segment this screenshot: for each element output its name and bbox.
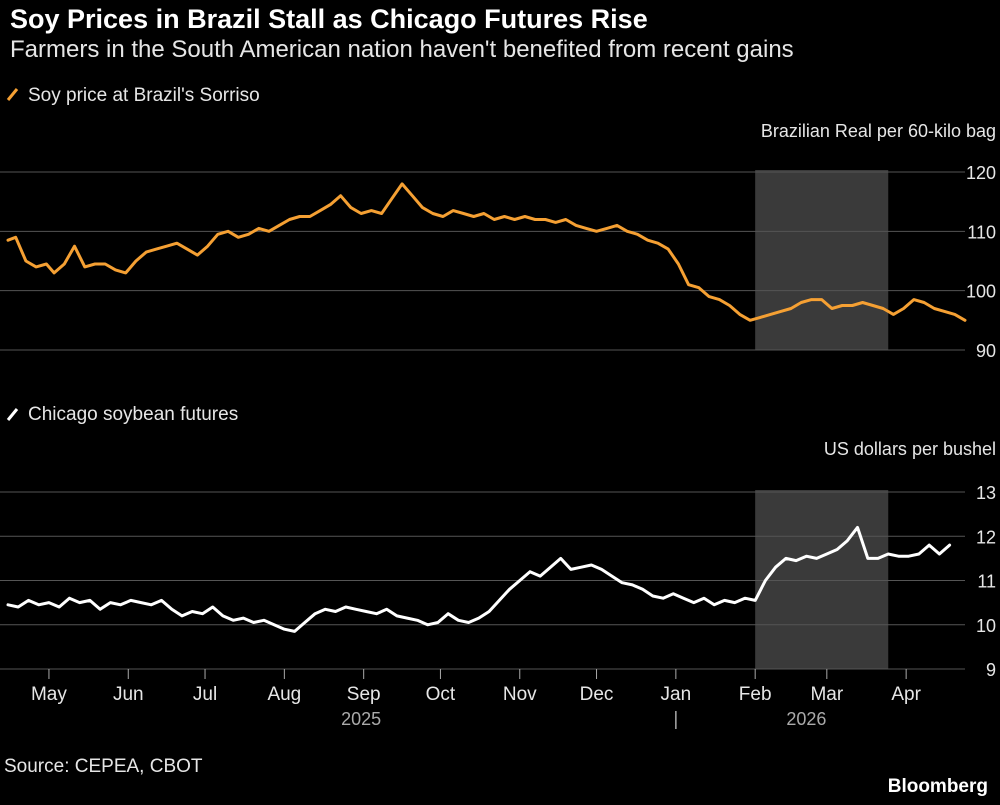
x-axis-layer: May Jun Jul Aug Sep Oct Nov Dec Jan Feb Mar Apr 2025… <box>31 669 922 729</box>
x-year-label-2026: 2026 <box>786 709 826 729</box>
x-tick-label-jun: Jun <box>113 684 144 705</box>
x-tick-label-jul: Jul <box>193 684 217 705</box>
y-tick-label-1-11: 11 <box>977 572 996 592</box>
highlight-band-0 <box>755 170 889 350</box>
x-tick-label-feb: Feb <box>739 684 772 705</box>
y-axis-label-bottom: US dollars per bushel <box>824 439 996 459</box>
y-tick-label-0-90: 90 <box>976 341 996 361</box>
x-tick-label-apr: Apr <box>891 684 921 705</box>
legend-label-soy-sorriso: Soy price at Brazil's Sorriso <box>28 85 260 106</box>
x-tick-label-aug: Aug <box>267 684 301 705</box>
y-tick-label-1-10: 10 <box>976 616 996 636</box>
grid-layer <box>0 171 965 670</box>
legend-bottom: Chicago soybean futures <box>6 404 238 425</box>
y-tick-label-0-110: 110 <box>967 222 996 242</box>
y-tick-label-1-13: 13 <box>976 483 996 503</box>
x-tick-label-may: May <box>31 684 67 705</box>
x-tick-label-mar: Mar <box>810 684 843 705</box>
x-tick-label-jan: Jan <box>661 684 692 705</box>
y-tick-label-0-100: 100 <box>966 282 996 302</box>
legend-swatch-chicago-futures <box>6 408 19 421</box>
y-tick-label-1-12: 12 <box>976 527 996 547</box>
legend-swatch-soy-sorriso <box>6 88 19 101</box>
series-layer <box>6 182 967 633</box>
series-line-1-0 <box>6 525 952 633</box>
x-tick-label-nov: Nov <box>503 684 537 705</box>
x-year-label-2025: 2025 <box>341 709 381 729</box>
legend-label-chicago-futures: Chicago soybean futures <box>28 404 238 425</box>
highlight-layer <box>755 170 889 669</box>
source-note: Source: CEPEA, CBOT <box>4 756 203 777</box>
x-tick-label-sep: Sep <box>347 684 381 705</box>
highlight-band-1 <box>755 490 889 669</box>
chart-subtitle: Farmers in the South American nation hav… <box>10 36 794 63</box>
y-tick-layer: 90 100 110 120 9 10 11 12 13 <box>966 163 996 680</box>
y-tick-label-0-120: 120 <box>966 163 996 183</box>
chart-title: Soy Prices in Brazil Stall as Chicago Fu… <box>10 4 648 34</box>
x-tick-label-dec: Dec <box>580 684 614 705</box>
bloomberg-logo: Bloomberg <box>887 776 988 797</box>
x-tick-label-oct: Oct <box>426 684 456 705</box>
legend-top: Soy price at Brazil's Sorriso <box>6 85 260 106</box>
series-line-0-0 <box>6 182 967 322</box>
y-tick-label-1-9: 9 <box>986 660 996 680</box>
y-axis-label-top: Brazilian Real per 60-kilo bag <box>761 121 996 141</box>
